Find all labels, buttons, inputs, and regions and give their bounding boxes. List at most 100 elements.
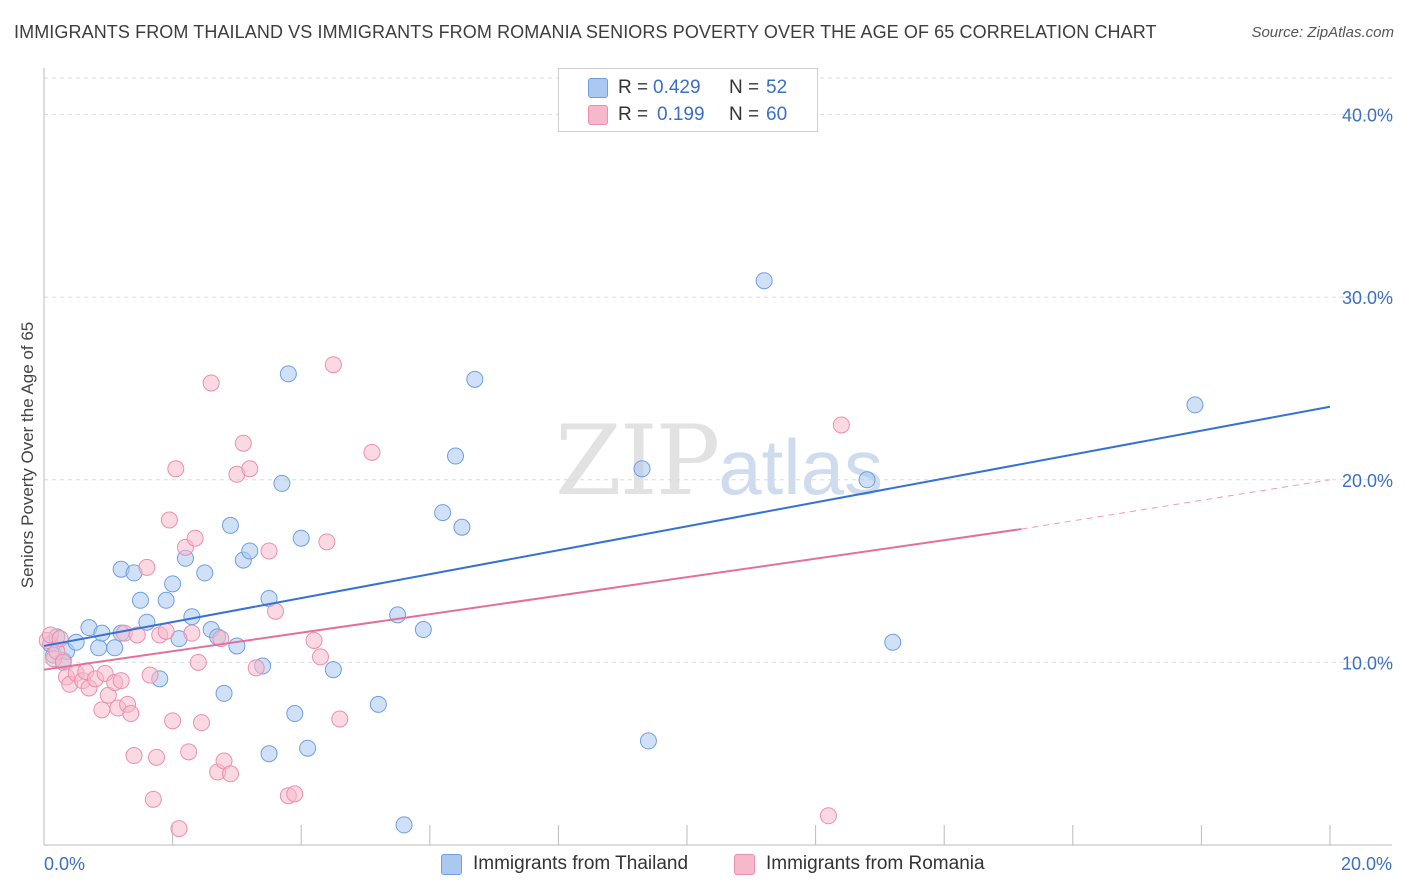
romania-point: [234, 434, 252, 452]
r-label: R =: [618, 77, 649, 98]
romania-point: [241, 460, 259, 478]
r-value: 0.429: [653, 77, 701, 98]
source-label: Source: ZipAtlas.com: [1251, 24, 1394, 41]
romania-point: [170, 820, 188, 838]
romania-point: [247, 659, 265, 677]
n-value: 52: [766, 77, 788, 98]
thailand-point: [215, 684, 233, 702]
watermark-zip: ZIP: [555, 405, 720, 517]
romania-point: [141, 666, 159, 684]
romania-trend-line: [43, 528, 1022, 671]
series-legend: Immigrants from Thailand Immigrants from…: [0, 850, 1406, 878]
romania-point: [157, 622, 175, 640]
y-axis-label: Seniors Poverty Over the Age of 65: [18, 321, 37, 589]
thailand-point: [279, 365, 297, 383]
stats-legend: R = 0.429 N = 52 R = 0.199 N = 60: [558, 68, 818, 132]
thailand-point: [434, 504, 452, 522]
romania-point: [311, 648, 329, 666]
thailand-swatch: [441, 854, 462, 875]
stats-legend-row-thailand: R = 0.429 N = 52: [559, 75, 817, 101]
thailand-point: [67, 633, 85, 651]
romania-point: [318, 533, 336, 551]
romania-point: [193, 714, 211, 732]
romania-point: [260, 542, 278, 560]
thailand-point: [131, 591, 149, 609]
romania-point: [819, 807, 837, 825]
thailand-point: [196, 564, 214, 582]
romania-point: [266, 602, 284, 620]
romania-point: [183, 624, 201, 642]
romania-point: [212, 630, 230, 648]
x-tick-label: 0.0%: [44, 854, 85, 874]
y-tick-label: 10.0%: [1342, 653, 1393, 673]
legend-label: Immigrants from Thailand: [473, 853, 689, 874]
thailand-point: [106, 639, 124, 657]
romania-point: [305, 631, 323, 649]
romania-point: [186, 529, 204, 547]
thailand-point: [453, 518, 471, 536]
romania-point: [138, 558, 156, 576]
thailand-point: [884, 633, 902, 651]
thailand-point: [260, 745, 278, 763]
thailand-point: [273, 474, 291, 492]
stats-legend-row-romania: R = 0.199 N = 60: [559, 102, 817, 128]
romania-point: [128, 626, 146, 644]
r-label: R =: [618, 104, 649, 125]
romania-point: [189, 653, 207, 671]
thailand-point: [286, 705, 304, 723]
chart-title: IMMIGRANTS FROM THAILAND VS IMMIGRANTS F…: [14, 22, 1157, 42]
romania-point: [148, 748, 166, 766]
n-label: N =: [729, 77, 760, 98]
romania-point: [331, 710, 349, 728]
romania-point: [144, 790, 162, 808]
romania-point: [122, 705, 140, 723]
thailand-point: [221, 516, 239, 534]
romania-point: [167, 460, 185, 478]
thailand-point: [299, 739, 317, 757]
thailand-point: [466, 370, 484, 388]
r-value: 0.199: [657, 104, 705, 125]
y-tick-label: 40.0%: [1342, 106, 1393, 126]
thailand-point: [755, 272, 773, 290]
legend-label: Immigrants from Romania: [766, 853, 985, 874]
thailand-point: [324, 661, 342, 679]
watermark-atlas: atlas: [718, 423, 883, 511]
romania-point: [363, 443, 381, 461]
x-tick-label: 20.0%: [1341, 854, 1392, 874]
romania-point: [286, 785, 304, 803]
thailand-point: [447, 447, 465, 465]
n-label: N =: [729, 104, 760, 125]
romania-swatch: [588, 105, 608, 125]
thailand-swatch: [588, 78, 608, 98]
thailand-point: [633, 460, 651, 478]
romania-trend-extension: [1021, 479, 1331, 530]
zipatlas-watermark: ZIPatlas: [555, 405, 883, 517]
romania-point: [221, 765, 239, 783]
romania-point: [202, 374, 220, 392]
thailand-point: [858, 471, 876, 489]
romania-swatch: [734, 854, 755, 875]
n-value: 60: [766, 104, 788, 125]
romania-point: [180, 743, 198, 761]
y-tick-label: 30.0%: [1342, 288, 1393, 308]
y-tick-label: 20.0%: [1342, 471, 1393, 491]
thailand-point: [369, 695, 387, 713]
romania-point: [125, 747, 143, 765]
thailand-trend-line: [43, 405, 1331, 647]
thailand-point: [395, 816, 413, 834]
romania-point: [832, 416, 850, 434]
romania-point: [324, 356, 342, 374]
romania-point: [160, 511, 178, 529]
thailand-point: [639, 732, 657, 750]
romania-point: [93, 701, 111, 719]
romania-point: [112, 672, 130, 690]
thailand-point: [292, 529, 310, 547]
thailand-point: [90, 639, 108, 657]
thailand-point: [414, 621, 432, 639]
romania-point: [164, 712, 182, 730]
thailand-point: [164, 575, 182, 593]
thailand-point: [241, 542, 259, 560]
thailand-point: [157, 591, 175, 609]
thailand-point: [1186, 396, 1204, 414]
